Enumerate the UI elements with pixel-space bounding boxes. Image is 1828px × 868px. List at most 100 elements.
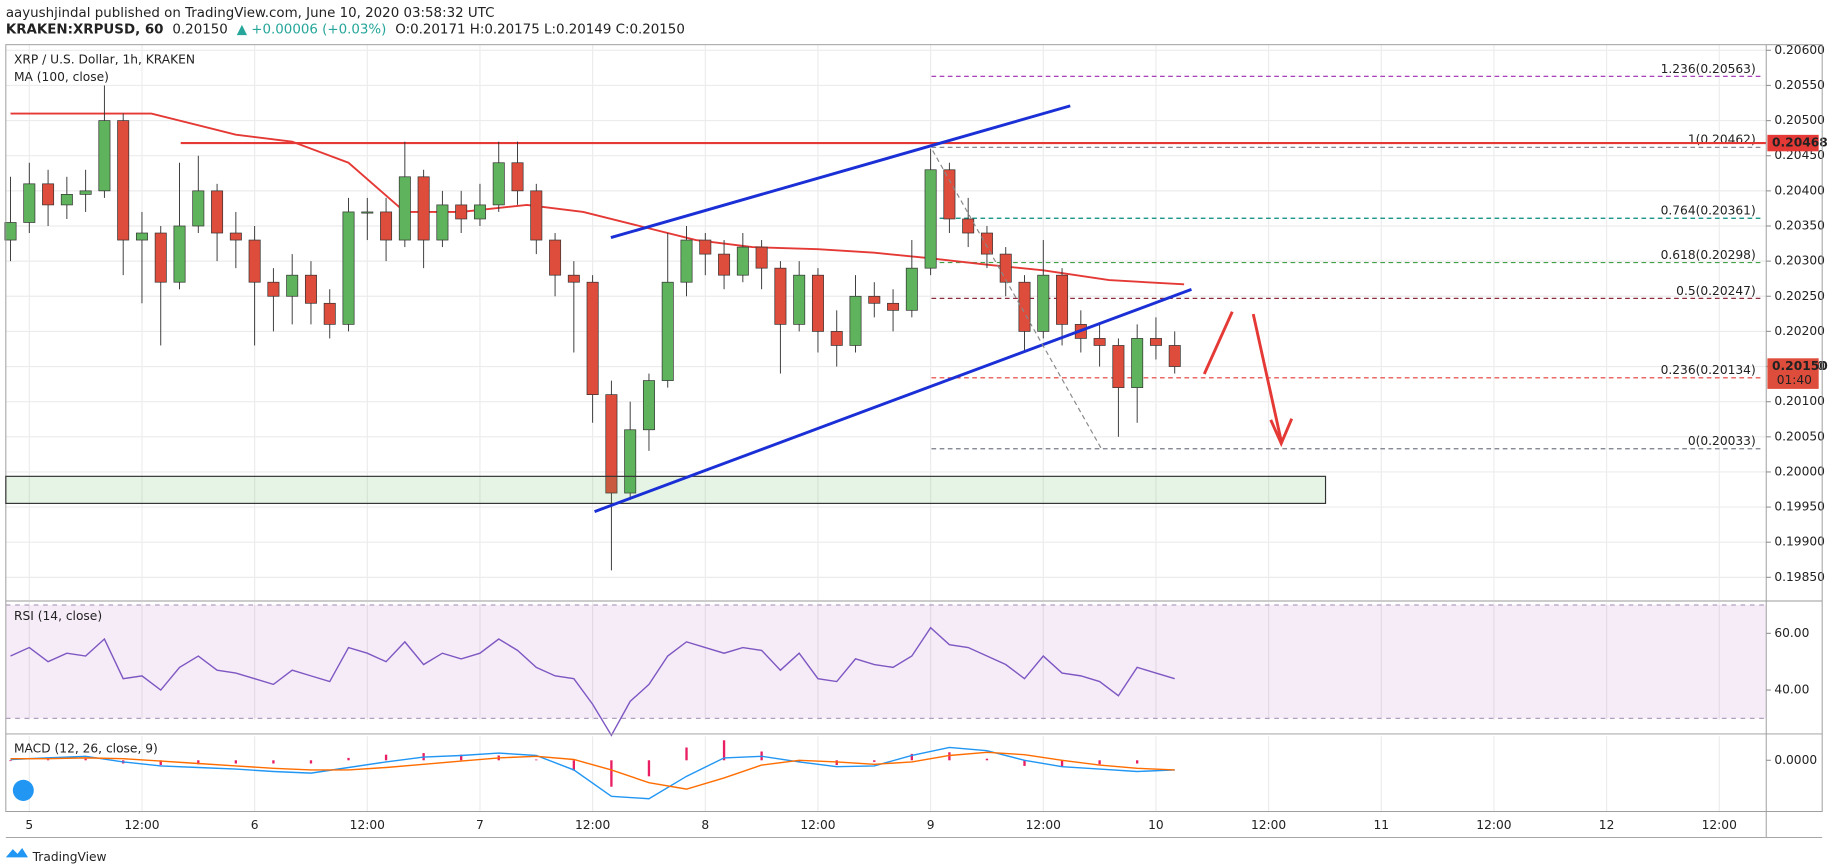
candle-body [286,274,299,297]
candle-body [680,239,693,283]
candle-body [868,295,881,304]
rsi-line [10,626,1175,737]
y-tick-label: 0.20250 [1774,289,1825,303]
arrow-up [1202,311,1234,375]
trend-line [594,287,1192,514]
candle-body [60,194,73,206]
last: 0.20150 [172,22,227,37]
x-tick-label: 12:00 [350,818,385,832]
candle-body [304,274,317,304]
symbol: KRAKEN:XRPUSD, 60 [6,22,164,37]
fib-label: 0.618(0.20298) [1661,248,1756,262]
candle-body [492,162,505,206]
candle-body [361,211,374,214]
candle-body [1149,338,1162,346]
change: ▲ +0.00006 (+0.03%) [237,22,387,37]
candle-body [173,225,186,283]
y-tick-label: 0.20600 [1774,43,1825,57]
rsi-title: RSI (14, close) [14,609,102,623]
fib-label: 0.5(0.20247) [1676,284,1756,298]
countdown: 01:40 [1777,373,1812,387]
candle-body [398,176,411,241]
candle-body [1037,274,1050,332]
macd-line [10,746,1175,800]
candle-body [135,232,148,241]
candle-body [211,190,224,234]
candle-body [811,274,824,332]
candle-body [1056,274,1069,325]
x-tick-label: 12:00 [1251,818,1286,832]
candle-body [980,232,993,255]
arrow-head [1269,418,1294,448]
x-tick-label: 12:00 [800,818,835,832]
candle-body [849,295,862,346]
fib-label: 0.764(0.20361) [1661,204,1756,218]
x-tick-label: 5 [25,818,33,832]
candle-body [248,239,261,283]
y-tick-label: 0.0000 [1774,753,1817,767]
candle-body [79,190,92,195]
y-tick-label: 0.20350 [1774,218,1825,232]
candle-body [962,218,975,234]
x-tick-label: 10 [1148,818,1164,832]
frame [5,44,1823,813]
arrow-down [1251,313,1283,442]
y-tick-label: 60.00 [1774,626,1809,640]
fib-label: 0.236(0.20134) [1661,363,1756,377]
candle-body [699,239,712,255]
candle-body [380,211,393,241]
candle-body [661,281,674,381]
candle-body [830,331,843,346]
y-tick-label: 0.20500 [1774,113,1825,127]
ohlc: O:0.20171 H:0.20175 L:0.20149 C:0.20150 [395,22,685,37]
trend-line [610,104,1071,239]
candle-body [887,302,900,311]
y-tick-label: 0.20550 [1774,78,1825,92]
candle-body [42,183,55,206]
plot-layer: 5 12:00 6 12:00 7 12:00 8 12:00 9 12:00 10 12:00 11 1… [4,43,1828,832]
brand: TradingView [32,850,107,864]
symbol-line: KRAKEN:XRPUSD, 60 0.20150 ▲ +0.00006 (+0… [6,22,685,37]
candle-body [473,204,486,220]
candle-body [98,120,111,192]
candle-body [736,246,749,276]
x-tick-label: 12:00 [1476,818,1511,832]
y-tick-label: 0.20300 [1774,254,1825,268]
candle-body [793,274,806,325]
candle-body [718,253,731,276]
y-tick-label: 0.20000 [1774,464,1825,478]
candle-body [624,429,637,494]
candle-body [4,222,17,241]
x-tick-label: 12:00 [575,818,610,832]
candle-body [23,183,36,223]
support-zone [5,475,1327,504]
y-tick-label: 0.20100 [1774,394,1825,408]
candle-body [267,281,280,297]
candle-body [436,204,449,241]
candle-body [642,380,655,431]
candle-body [117,120,130,241]
x-tick-label: 12 [1599,818,1615,832]
x-tick-label: 6 [251,818,259,832]
candle-body [999,253,1012,283]
price-title: XRP / U.S. Dollar, 1h, KRAKEN [14,52,195,66]
y-tick-label: 0.19850 [1774,570,1825,584]
last-price-badge [1767,358,1819,389]
candle-body [1018,281,1031,332]
fib-label: 1(0.20462) [1688,133,1756,147]
last-price-label: 0.20150 [1772,359,1828,373]
panel-logo [12,779,34,801]
candle-body [605,394,618,494]
annotations [5,104,1327,514]
fib-label: 1.236(0.20563) [1661,62,1756,76]
candle-body [586,281,599,395]
candle-body [342,211,355,325]
candle-body [549,239,562,276]
macd-title: MACD (12, 26, close, 9) [14,742,158,756]
x-tick-label: 12:00 [1702,818,1737,832]
brand-logo [5,848,28,858]
candle-body [455,204,468,220]
y-tick-label: 0.20400 [1774,183,1825,197]
